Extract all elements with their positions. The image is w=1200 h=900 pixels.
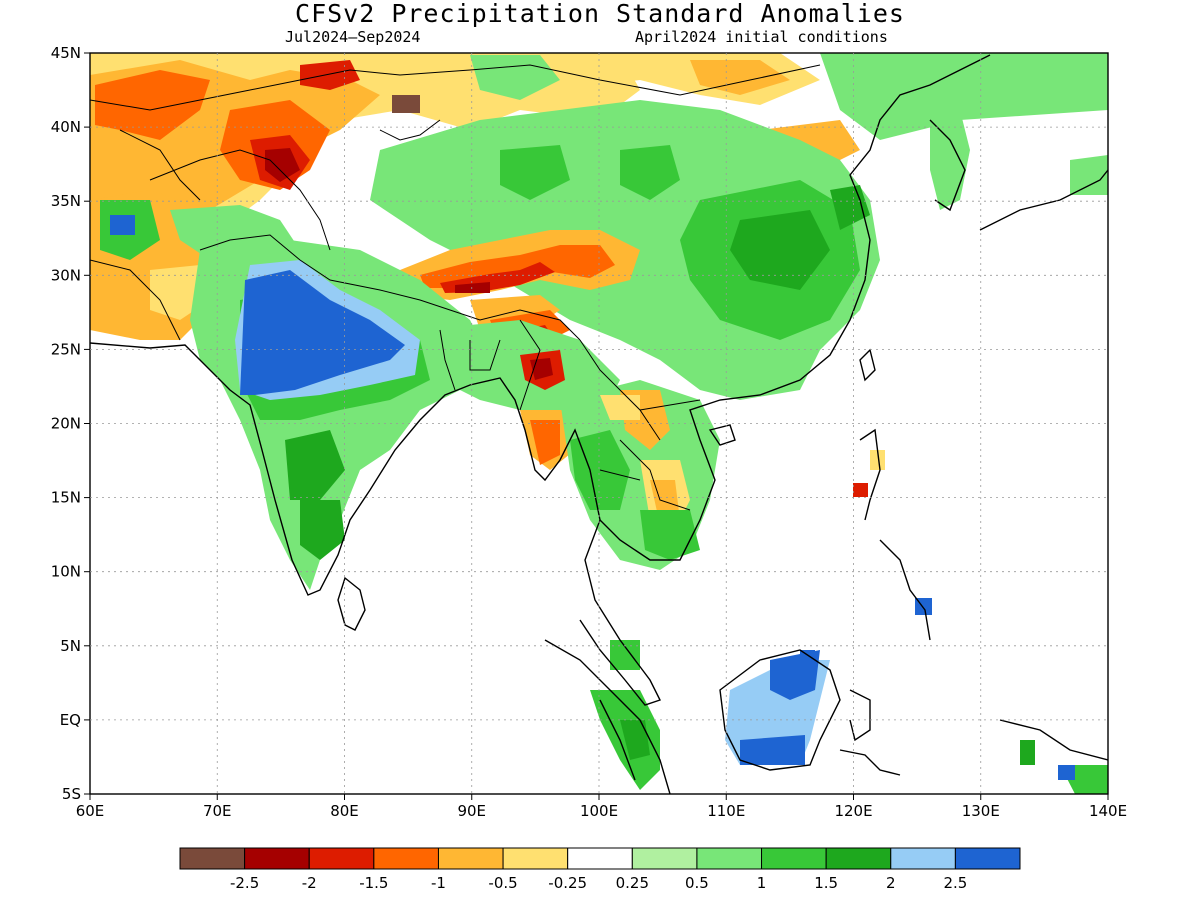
anomaly-region	[420, 245, 615, 288]
anomaly-region	[110, 215, 135, 235]
anomaly-region	[620, 145, 680, 200]
anomaly-region	[392, 95, 420, 113]
anomaly-region	[95, 70, 210, 140]
anomaly-region	[600, 395, 640, 420]
lon-tick-label: 80E	[330, 802, 359, 820]
anomaly-region	[740, 735, 805, 765]
anomaly-region	[730, 210, 830, 290]
latitude-axis: 45N 40N 35N 30N 25N 20N 15N 10N 5N EQ 5S	[51, 44, 90, 803]
colorbar-swatch	[437, 847, 504, 870]
anomaly-region	[300, 500, 345, 560]
lat-tick-label: EQ	[60, 711, 81, 729]
lon-tick-label: 70E	[203, 802, 232, 820]
country-borders	[90, 64, 821, 511]
anomaly-region	[500, 145, 570, 200]
colorbar-label: -0.5	[488, 874, 517, 892]
anomaly-region	[870, 450, 885, 470]
colorbar-swatch	[373, 847, 439, 870]
lon-tick-label: 90E	[457, 802, 486, 820]
anomaly-region	[610, 640, 640, 670]
lat-tick-label: 15N	[51, 489, 81, 507]
colorbar-swatch	[761, 847, 827, 870]
colorbar-swatch	[244, 847, 310, 870]
colorbar-swatch	[502, 847, 569, 870]
lat-tick-label: 30N	[51, 266, 81, 284]
lon-tick-label: 100E	[580, 802, 618, 820]
colorbar-label: -1	[431, 874, 446, 892]
colorbar-label: -2	[302, 874, 317, 892]
lon-tick-label: 60E	[76, 802, 105, 820]
initial-conditions: April2024 initial conditions	[635, 28, 888, 46]
lat-tick-label: 35N	[51, 192, 81, 210]
lat-tick-label: 10N	[51, 563, 81, 581]
colorbar-label: 2	[886, 874, 896, 892]
anomaly-region	[830, 185, 870, 230]
colorbar-swatch	[954, 847, 1021, 870]
forecast-period: Jul2024–Sep2024	[285, 28, 421, 46]
colorbar-swatch	[308, 847, 375, 870]
colorbar-label: 2.5	[943, 874, 967, 892]
anomaly-field	[90, 53, 1108, 794]
lon-tick-label: 130E	[962, 802, 1000, 820]
map-title: CFSv2 Precipitation Standard Anomalies	[295, 0, 905, 28]
anomaly-region	[455, 282, 490, 293]
lat-tick-label: 45N	[51, 44, 81, 62]
colorbar-label: -1.5	[359, 874, 388, 892]
colorbar-swatch	[631, 847, 698, 870]
gridlines	[90, 53, 1108, 794]
anomaly-region	[300, 60, 360, 90]
anomaly-region	[265, 148, 300, 182]
colorbar-swatch	[825, 847, 892, 870]
lat-tick-label: 25N	[51, 340, 81, 358]
anomaly-region	[930, 110, 970, 210]
colorbar-swatch	[696, 847, 763, 870]
colorbar-label: 0.5	[685, 874, 709, 892]
coastlines	[90, 54, 1108, 794]
colorbar-label: 1.5	[814, 874, 838, 892]
anomaly-region	[530, 420, 560, 465]
anomaly-region	[620, 720, 650, 760]
lat-tick-label: 20N	[51, 415, 81, 433]
anomaly-region	[690, 60, 790, 95]
lat-tick-label: 40N	[51, 118, 81, 136]
colorbar-label: -0.25	[548, 874, 587, 892]
lat-tick-label: 5N	[60, 637, 81, 655]
anomaly-region	[853, 483, 868, 497]
colorbar-label: 0.25	[616, 874, 649, 892]
lon-tick-label: 140E	[1089, 802, 1127, 820]
anomaly-region	[1020, 740, 1035, 765]
anomaly-region	[1058, 765, 1075, 780]
anomaly-region	[285, 430, 345, 500]
colorbar-swatch	[567, 847, 633, 870]
colorbar: -2.5 -2 -1.5 -1 -0.5 -0.25 0.25 0.5 1 1.5 2 2.5	[179, 847, 1021, 892]
colorbar-swatch	[179, 847, 246, 870]
longitude-axis: 60E 70E 80E 90E 100E 110E 120E 130E 140E	[76, 794, 1127, 820]
colorbar-label: 1	[757, 874, 767, 892]
colorbar-label: -2.5	[230, 874, 259, 892]
lon-tick-label: 120E	[834, 802, 872, 820]
anomaly-region	[1070, 155, 1108, 195]
anomaly-region	[820, 53, 1108, 140]
colorbar-swatch	[890, 847, 956, 870]
anomaly-region	[770, 650, 820, 700]
lon-tick-label: 110E	[707, 802, 745, 820]
anomaly-region	[640, 510, 700, 560]
anomaly-region	[240, 270, 405, 395]
lat-tick-label: 5S	[62, 785, 81, 803]
